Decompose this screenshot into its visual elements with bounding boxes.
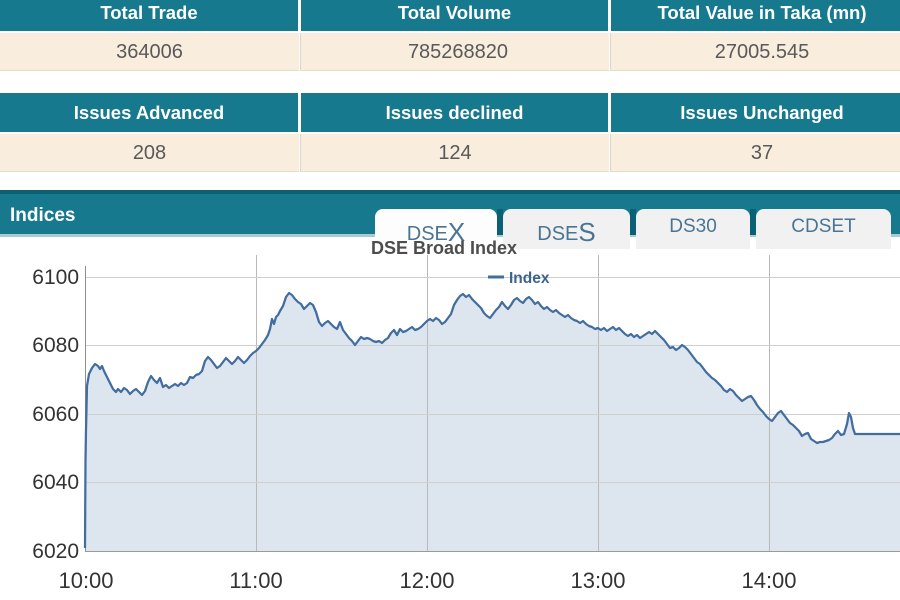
svg-text:12:00: 12:00 (399, 568, 454, 593)
svg-text:6040: 6040 (32, 471, 79, 494)
svg-text:6020: 6020 (32, 540, 79, 563)
svg-text:DSE Broad Index: DSE Broad Index (371, 238, 517, 258)
svg-text:14:00: 14:00 (741, 568, 796, 593)
svg-text:11:00: 11:00 (229, 568, 282, 593)
svg-text:13:00: 13:00 (570, 568, 625, 593)
svg-text:6080: 6080 (32, 334, 79, 357)
svg-text:6060: 6060 (32, 403, 79, 426)
svg-text:6100: 6100 (32, 266, 79, 289)
svg-text:10:00: 10:00 (58, 568, 113, 593)
svg-text:Index: Index (509, 270, 550, 287)
